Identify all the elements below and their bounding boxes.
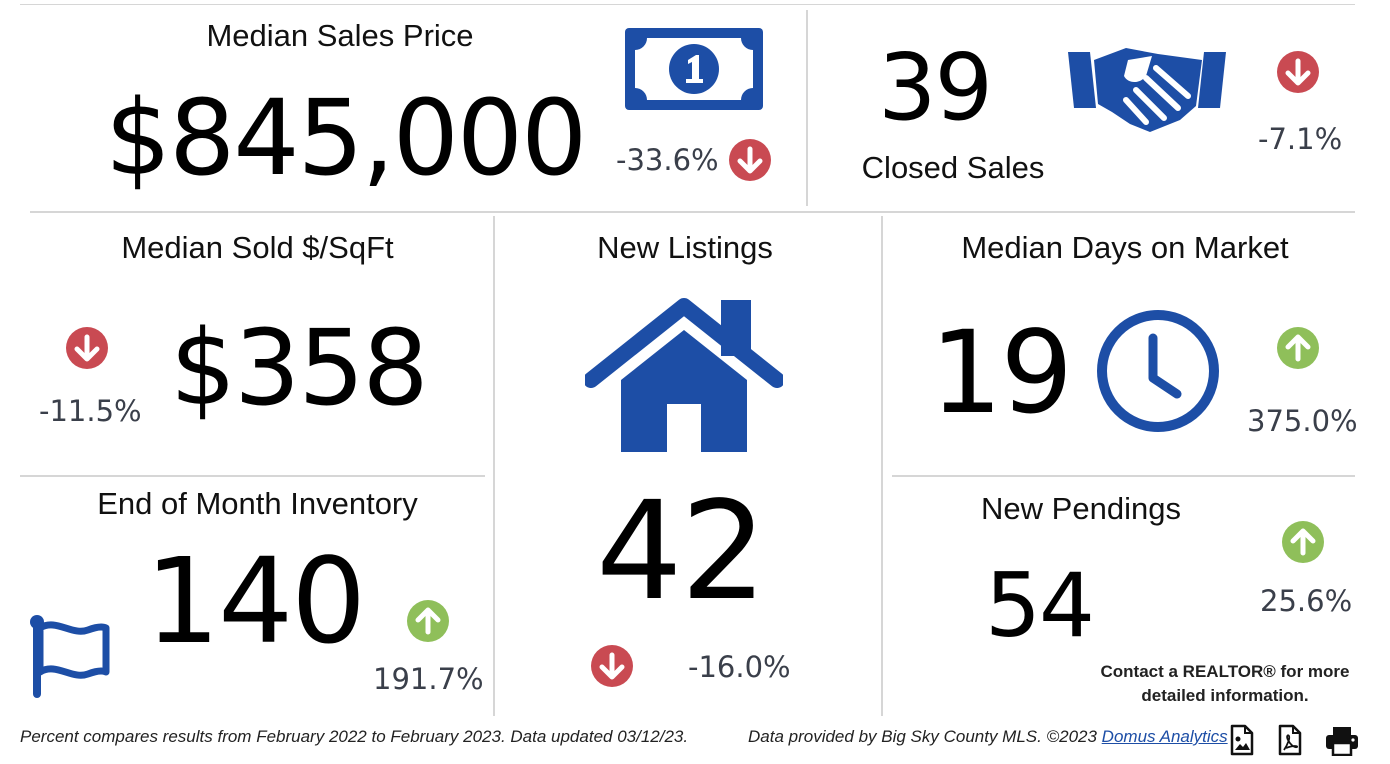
divider-right-vertical bbox=[881, 216, 883, 716]
end-of-month-inventory-up-arrow-icon bbox=[407, 600, 449, 642]
closed-sales-change: -7.1% bbox=[1258, 122, 1343, 156]
new-pendings-change: 25.6% bbox=[1260, 584, 1353, 618]
median-sold-sqft-down-arrow-icon bbox=[66, 327, 108, 369]
new-pendings-up-arrow-icon bbox=[1282, 521, 1324, 563]
new-listings-change: -16.0% bbox=[688, 650, 791, 684]
flag-icon bbox=[26, 612, 112, 703]
new-pendings-value: 54 bbox=[985, 554, 1095, 657]
dollar-bill-icon bbox=[625, 28, 763, 115]
end-of-month-inventory-change: 191.7% bbox=[373, 662, 484, 696]
domus-analytics-link[interactable]: Domus Analytics bbox=[1101, 727, 1228, 746]
end-of-month-inventory-title: End of Month Inventory bbox=[97, 486, 418, 521]
house-icon bbox=[583, 298, 785, 459]
closed-sales-down-arrow-icon bbox=[1277, 51, 1319, 93]
median-days-on-market-value: 19 bbox=[930, 306, 1073, 439]
median-days-on-market-change: 375.0% bbox=[1247, 404, 1358, 438]
median-days-on-market-title: Median Days on Market bbox=[961, 230, 1289, 265]
median-sales-price-down-arrow-icon bbox=[729, 139, 771, 181]
divider-right-horizontal bbox=[892, 475, 1355, 477]
end-of-month-inventory-value: 140 bbox=[145, 532, 366, 670]
new-listings-value: 42 bbox=[596, 473, 767, 631]
pdf-export-icon[interactable] bbox=[1278, 724, 1302, 761]
footer-note: Percent compares results from February 2… bbox=[20, 727, 689, 746]
divider-left-vertical bbox=[493, 216, 495, 716]
footer-provided-by-text: Data provided by Big Sky County MLS. ©20… bbox=[748, 727, 1097, 746]
median-sales-price-title: Median Sales Price bbox=[206, 18, 474, 53]
median-sold-sqft-change: -11.5% bbox=[39, 394, 142, 428]
median-sales-price-change: -33.6% bbox=[616, 143, 719, 177]
closed-sales-title: Closed Sales bbox=[861, 150, 1045, 185]
new-pendings-title: New Pendings bbox=[981, 491, 1181, 526]
print-icon[interactable] bbox=[1325, 726, 1359, 761]
clock-icon bbox=[1095, 308, 1221, 439]
divider-top-horizontal bbox=[30, 211, 1355, 213]
new-listings-down-arrow-icon bbox=[591, 645, 633, 687]
divider-top-vertical bbox=[806, 10, 808, 206]
median-days-on-market-up-arrow-icon bbox=[1277, 327, 1319, 369]
new-listings-title: New Listings bbox=[597, 230, 773, 265]
median-sales-price-value: $845,000 bbox=[105, 77, 587, 199]
top-border bbox=[20, 4, 1355, 5]
median-sold-sqft-title: Median Sold $/SqFt bbox=[121, 230, 394, 265]
closed-sales-value: 39 bbox=[878, 34, 993, 141]
median-sold-sqft-value: $358 bbox=[170, 307, 429, 429]
footer-provided-by: Data provided by Big Sky County MLS. ©20… bbox=[748, 727, 1228, 747]
handshake-icon bbox=[1066, 38, 1228, 141]
contact-realtor-text: Contact a REALTOR® for more detailed inf… bbox=[1100, 662, 1350, 705]
image-export-icon[interactable] bbox=[1230, 724, 1254, 761]
divider-left-horizontal bbox=[20, 475, 485, 477]
